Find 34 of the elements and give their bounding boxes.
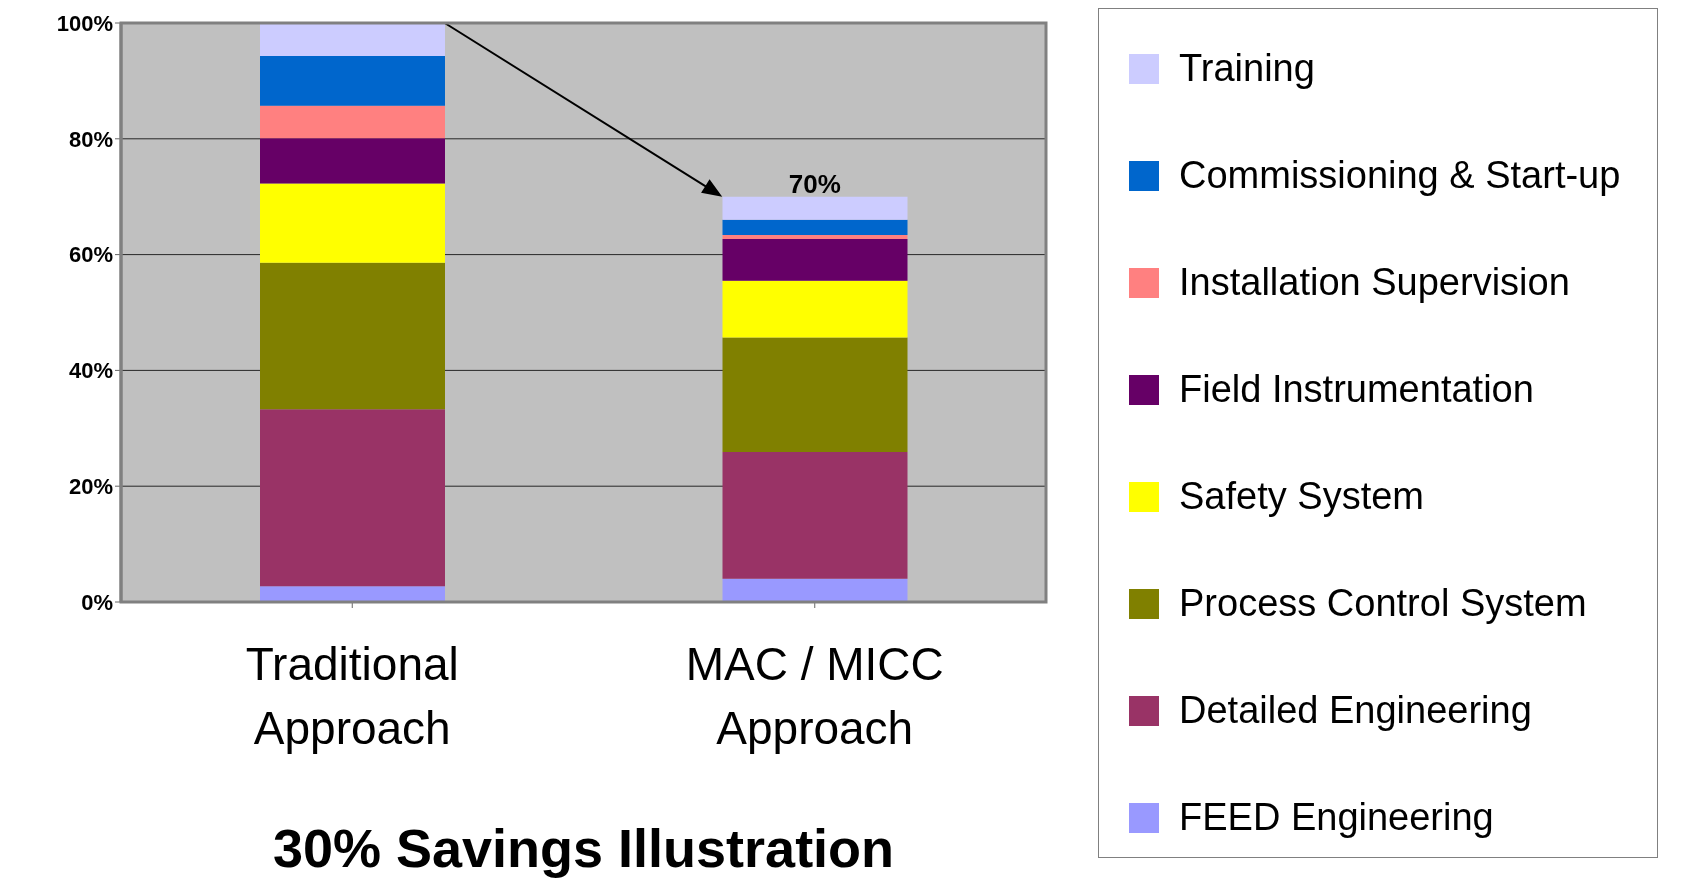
bar	[722, 238, 908, 281]
bar	[722, 578, 908, 602]
y-tick-label: 20%	[68, 474, 113, 500]
annotation: 70%	[788, 168, 841, 199]
bar	[260, 105, 445, 139]
legend-label: Training	[1179, 47, 1315, 90]
bar	[722, 234, 908, 239]
bar	[260, 138, 445, 184]
bar	[260, 183, 445, 263]
bar	[722, 337, 908, 453]
bar	[260, 23, 445, 56]
legend-label: Field Instrumentation	[1179, 368, 1534, 411]
y-tick-label: 60%	[68, 242, 113, 268]
legend-label: Safety System	[1179, 475, 1424, 518]
bar	[722, 280, 908, 338]
bar	[722, 452, 908, 579]
bar	[260, 56, 445, 106]
x-tick-label: MAC / MICC Approach	[685, 638, 944, 754]
y-tick-label: 0%	[81, 589, 113, 615]
bar	[722, 219, 908, 235]
y-tick-label: 100%	[56, 10, 113, 36]
bar	[260, 262, 445, 410]
legend-label: Detailed Engineering	[1179, 689, 1532, 732]
y-tick-label: 80%	[68, 126, 113, 152]
legend-label: FEED Engineering	[1179, 796, 1494, 839]
legend-label: Commissioning & Start-up	[1179, 154, 1621, 197]
legend-label: Process Control System	[1179, 582, 1587, 625]
y-tick-label: 40%	[68, 358, 113, 384]
bar	[260, 409, 445, 587]
x-tick-label: Traditional Approach	[245, 638, 459, 754]
bar	[260, 586, 445, 602]
bar	[722, 196, 908, 220]
text: 30% Savings Illustration	[272, 818, 895, 878]
legend-label: Installation Supervision	[1179, 261, 1570, 304]
